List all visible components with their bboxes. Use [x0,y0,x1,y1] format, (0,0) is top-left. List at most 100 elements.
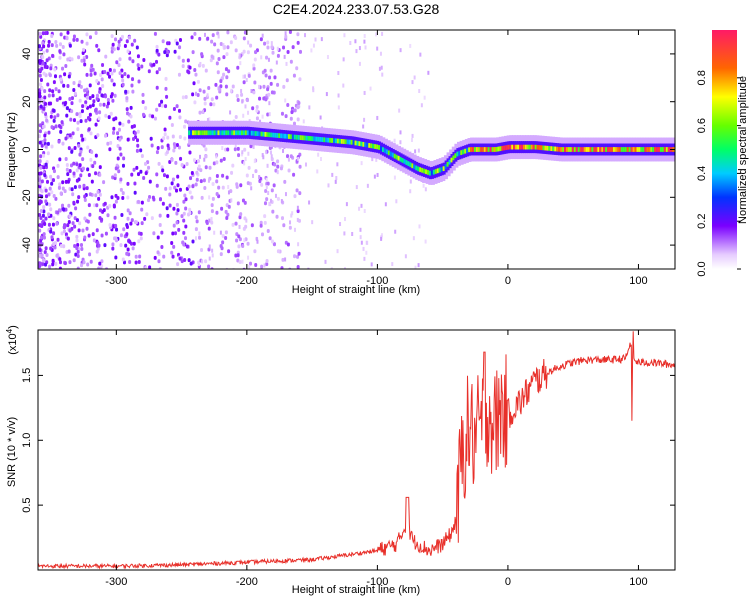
heatmap-cell [44,262,48,267]
heatmap-cell [75,37,79,42]
heatmap-cell [97,243,101,248]
heatmap-cell [150,216,154,221]
heatmap-cell [197,262,200,267]
heatmap-cell [155,85,159,90]
heatmap-cell [397,155,401,161]
heatmap-cell [49,174,53,179]
heatmap-cell [191,239,195,244]
heatmap-cell [112,117,116,122]
heatmap-cell [43,64,47,69]
heatmap-cell [256,239,259,244]
heatmap-cell [511,144,515,150]
heatmap-cell [344,217,347,222]
heatmap-cell [221,240,225,245]
heatmap-cell [346,139,350,145]
heatmap-cell [50,43,54,48]
heatmap-cell [239,61,242,66]
heatmap-cell [207,247,211,252]
heatmap-cell [419,52,422,57]
heatmap-cell [75,178,79,183]
heatmap-cell [230,198,233,203]
heatmap-cell [158,266,162,269]
heatmap-cell [284,257,287,262]
heatmap-cell [118,137,122,142]
heatmap-cell [564,147,568,152]
heatmap-cell [264,131,268,137]
heatmap-cell [155,44,159,49]
heatmap-cell [229,110,232,115]
heatmap-cell [52,108,56,113]
heatmap-cell [76,253,80,258]
heatmap-cell [178,38,182,43]
heatmap-cell [180,214,184,219]
heatmap-cell [452,155,456,161]
heatmap-cell [622,147,626,152]
heatmap-cell [133,181,137,186]
heatmap-cell [266,112,270,117]
heatmap-cell [188,65,192,70]
heatmap-cell [195,219,199,224]
heatmap-cell [526,144,530,150]
heatmap-cell [597,147,601,152]
heatmap-cell [67,203,71,208]
heatmap-cell [136,199,140,204]
heatmap-cell [61,44,65,49]
heatmap-cell [118,57,122,62]
heatmap-cell [165,50,169,55]
heatmap-cell [38,60,42,65]
heatmap-cell [472,147,476,152]
heatmap-cell [64,136,68,141]
heatmap-cell [172,223,176,228]
heatmap-cell [263,214,267,219]
heatmap-cell [124,89,128,94]
heatmap-cell [213,42,217,47]
heatmap-cell [263,263,266,268]
heatmap-cell [249,43,253,48]
heatmap-cell [72,161,76,166]
heatmap-cell [85,41,89,46]
heatmap-cell [236,253,240,258]
heatmap-cell [58,257,62,262]
heatmap-cell [172,107,176,112]
heatmap-cell [207,85,211,90]
heatmap-cell [126,216,130,221]
heatmap-cell [253,80,257,85]
heatmap-cell [125,225,129,230]
heatmap-cell [190,130,194,136]
heatmap-cell [423,168,427,174]
heatmap-cell [187,184,191,189]
heatmap-cell [196,92,200,97]
heatmap-cell [343,231,346,236]
heatmap-cell [528,144,532,150]
heatmap-cell [241,259,244,264]
heatmap-cell [363,256,366,261]
heatmap-cell [206,93,209,98]
heatmap-cell [56,210,60,215]
heatmap-cell [166,135,170,140]
heatmap-cell [58,96,62,101]
heatmap-cell [47,101,51,106]
heatmap-cell [168,159,172,164]
heatmap-cell [336,138,340,144]
heatmap-cell [74,252,78,257]
heatmap-cell [351,231,354,236]
heatmap-cell [450,157,454,163]
heatmap-cell [57,185,61,190]
heatmap-cell [109,111,113,116]
heatmap-cell [100,259,104,264]
heatmap-cell [246,130,250,136]
heatmap-cell [43,95,47,100]
heatmap-cell [179,156,183,161]
heatmap-cell [368,143,372,148]
heatmap-cell [98,110,102,115]
heatmap-cell [88,83,92,88]
heatmap-cell [60,120,64,125]
heatmap-cell [231,222,235,227]
heatmap-cell [122,156,126,161]
heatmap-cell [519,144,523,150]
heatmap-cell [219,41,223,46]
heatmap-cell [53,245,57,250]
heatmap-cell [68,96,72,101]
heatmap-cell [225,130,229,136]
